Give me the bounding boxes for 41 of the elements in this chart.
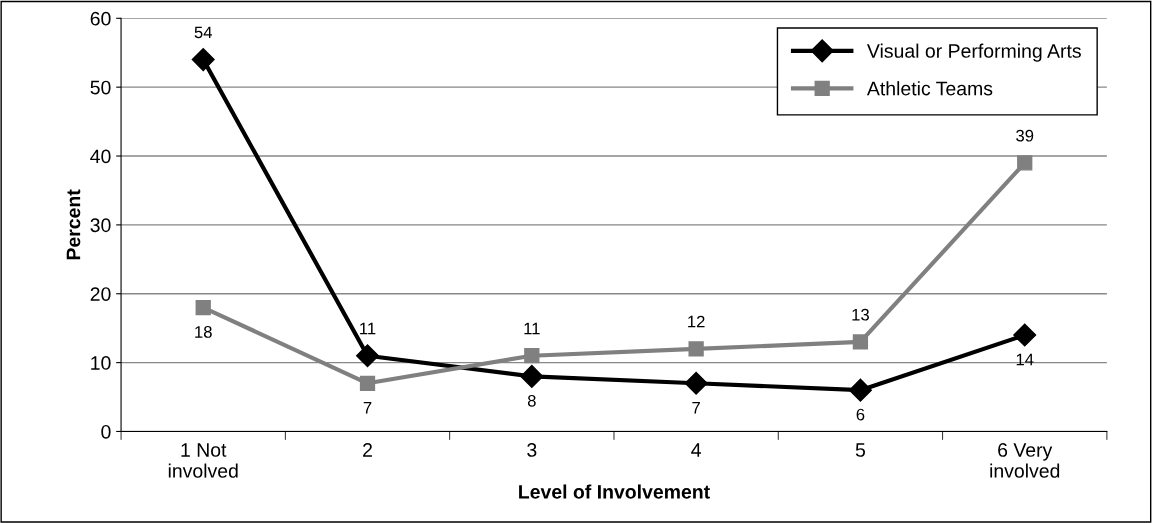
x-tick-label: 2 xyxy=(363,443,372,457)
x-axis-title: Level of Involvement xyxy=(519,484,710,499)
x-tick-label: 1 Not involved xyxy=(168,443,238,478)
point xyxy=(191,48,215,72)
x-tick-label: 6 Very involved xyxy=(990,443,1060,478)
point xyxy=(1017,155,1033,171)
x-tick-label: 3 xyxy=(527,443,537,457)
point xyxy=(688,341,704,357)
point xyxy=(848,378,872,402)
legend-label: Visual or Performing Arts xyxy=(866,43,1081,62)
data-label: 39 xyxy=(1016,129,1034,142)
point xyxy=(852,334,869,350)
data-label: 7 xyxy=(363,401,372,414)
point xyxy=(356,344,380,368)
y-tick-label: 0 xyxy=(101,424,111,439)
y-tick-label: 30 xyxy=(90,218,111,233)
point xyxy=(195,299,211,316)
legend-label: Athletic Teams xyxy=(866,81,993,96)
point xyxy=(1013,323,1037,347)
point xyxy=(520,364,544,388)
x-tick-label: 4 xyxy=(691,443,701,457)
data-label: 54 xyxy=(194,26,212,39)
y-tick-label: 60 xyxy=(90,11,111,26)
data-label: 18 xyxy=(195,326,212,338)
y-tick-label: 20 xyxy=(90,287,111,301)
data-label: 11 xyxy=(524,322,540,335)
data-label: 6 xyxy=(856,408,865,421)
data-label: 14 xyxy=(1016,353,1034,366)
x-tick-label: 5 xyxy=(855,443,866,457)
y-axis-title: Percent xyxy=(66,189,81,260)
point xyxy=(684,371,708,395)
y-tick-label: 40 xyxy=(90,149,111,164)
point xyxy=(524,348,540,364)
data-label: 12 xyxy=(688,315,705,328)
data-label: 8 xyxy=(527,394,536,407)
y-tick-label: 50 xyxy=(90,80,111,95)
data-label: 7 xyxy=(692,401,700,414)
y-tick-label: 10 xyxy=(91,356,111,370)
data-label: 13 xyxy=(852,308,869,321)
point xyxy=(359,375,376,391)
data-label: 11 xyxy=(360,322,376,335)
